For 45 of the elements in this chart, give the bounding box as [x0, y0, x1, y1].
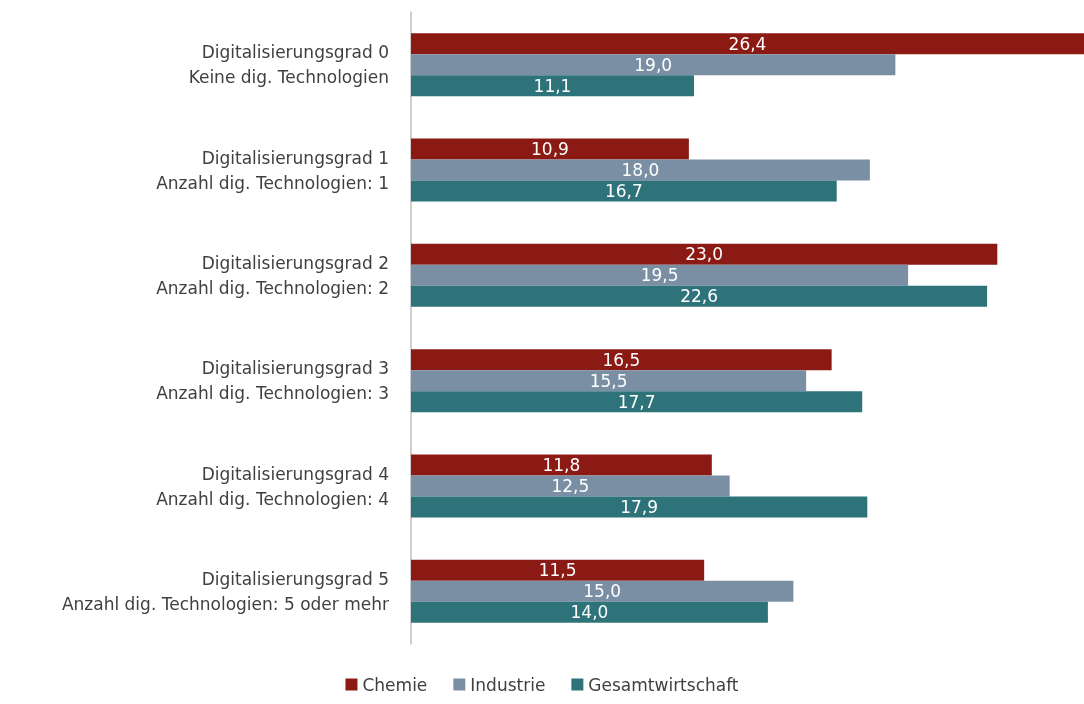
data-label: 19,5 [640, 265, 679, 286]
data-label: 12,5 [551, 476, 590, 496]
legend-label: Chemie [362, 674, 428, 695]
y-tick-label: Digitalisierungsgrad 5 Anzahl dig. Technologien: 5 oder mehr [61, 568, 390, 614]
bar [411, 496, 868, 518]
data-label: 14,0 [570, 602, 609, 623]
bar [411, 475, 730, 497]
bar [411, 370, 807, 392]
data-label: 17,7 [617, 391, 656, 412]
bar [411, 559, 705, 581]
bar [411, 33, 1084, 55]
y-tick-label: Digitalisierungsgrad 1 Anzahl dig. Technologien: 1 [156, 147, 389, 193]
bar [411, 159, 870, 181]
data-label: 10,9 [531, 139, 569, 159]
data-label: 26,4 [728, 33, 767, 54]
y-tick-label: Digitalisierungsgrad 4 Anzahl dig. Technologien: 4 [156, 463, 389, 509]
y-tick-label: Digitalisierungsgrad 0 Keine dig. Technologien [188, 42, 389, 88]
data-label: 11,8 [542, 455, 581, 475]
bar [411, 54, 896, 76]
bar [411, 138, 689, 160]
bar [411, 285, 988, 307]
bar [411, 75, 694, 97]
bar [411, 180, 837, 202]
bar [411, 264, 909, 286]
bar [411, 243, 998, 265]
bar [411, 454, 712, 476]
data-label: 19,0 [634, 54, 673, 75]
data-label: 11,1 [533, 75, 572, 96]
legend-label: Industrie [470, 674, 546, 695]
bar [411, 391, 863, 413]
data-label: 11,5 [538, 560, 577, 581]
bar [411, 601, 768, 623]
bar [411, 349, 832, 371]
data-label: 16,7 [604, 181, 643, 201]
bar [411, 580, 794, 602]
data-label: 23,0 [685, 244, 724, 265]
legend-label: Gesamtwirtschaft [588, 674, 739, 695]
data-label: 16,5 [602, 349, 641, 370]
data-label: 15,0 [583, 581, 622, 602]
data-label: 15,5 [589, 370, 628, 391]
data-label: 22,6 [680, 286, 718, 307]
data-label: 18,0 [621, 160, 660, 180]
y-tick-label: Digitalisierungsgrad 3 Anzahl dig. Technologien: 3 [156, 358, 389, 404]
y-tick-label: Digitalisierungsgrad 2 Anzahl dig. Technologien: 2 [156, 252, 389, 298]
data-label: 17,9 [620, 497, 659, 517]
